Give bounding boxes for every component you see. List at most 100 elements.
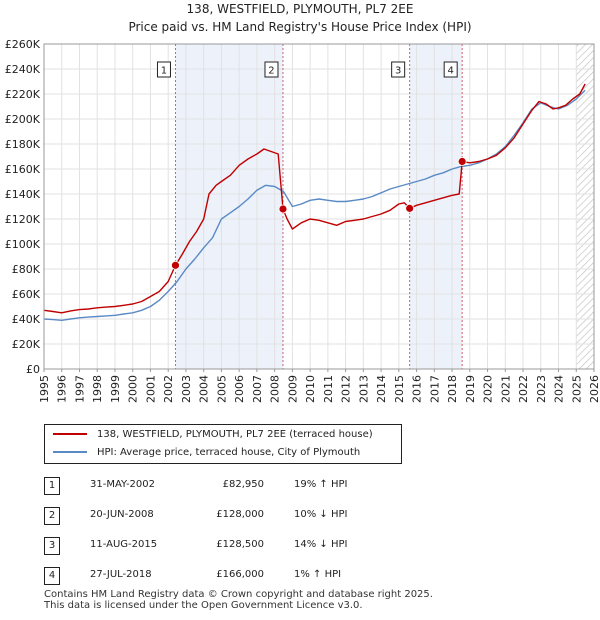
x-tick-label: 2001	[144, 375, 157, 403]
sale-row: 1 31-MAY-2002 £82,950 19% ↑ HPI	[44, 474, 564, 504]
x-tick-label: 1995	[38, 375, 51, 403]
x-tick-label: 2005	[215, 375, 228, 403]
y-tick-label: £260K	[5, 38, 41, 51]
y-tick-label: £200K	[5, 113, 41, 126]
x-tick-label: 2015	[393, 375, 406, 403]
x-tick-label: 2003	[180, 375, 193, 403]
legend-label-property: 138, WESTFIELD, PLYMOUTH, PL7 2EE (terra…	[97, 429, 373, 440]
footer-line-2: This data is licensed under the Open Gov…	[44, 600, 363, 611]
sale-hpi-diff: 1% ↑ HPI	[294, 569, 342, 580]
sale-date: 31-MAY-2002	[90, 479, 156, 490]
x-tick-label: 2020	[482, 375, 495, 403]
y-tick-label: £240K	[5, 63, 41, 76]
annotation-box-label: 4	[447, 66, 453, 77]
annotation-box-label: 1	[161, 66, 167, 77]
sale-price: £128,000	[216, 509, 264, 520]
y-tick-label: £20K	[12, 338, 41, 351]
x-tick-label: 1997	[73, 375, 86, 403]
x-tick-label: 2013	[357, 375, 370, 403]
legend-item-property: 138, WESTFIELD, PLYMOUTH, PL7 2EE (terra…	[53, 427, 373, 443]
annotation-box-label: 2	[268, 66, 274, 77]
y-tick-label: £120K	[5, 213, 41, 226]
x-tick-label: 2025	[570, 375, 583, 403]
x-tick-label: 2014	[375, 375, 388, 403]
y-tick-label: £220K	[5, 88, 41, 101]
sale-number: 3	[44, 537, 60, 555]
y-tick-label: £180K	[5, 138, 41, 151]
x-tick-label: 1999	[109, 375, 122, 403]
x-tick-label: 2019	[464, 375, 477, 403]
sale-hpi-diff: 14% ↓ HPI	[294, 539, 348, 550]
y-tick-label: £100K	[5, 238, 41, 251]
y-tick-label: £60K	[12, 288, 41, 301]
sale-row: 2 20-JUN-2008 £128,000 10% ↓ HPI	[44, 504, 564, 534]
x-tick-label: 2009	[286, 375, 299, 403]
sale-price: £82,950	[222, 479, 264, 490]
sale-number: 1	[44, 477, 60, 495]
legend-swatch-hpi	[53, 451, 87, 453]
sale-point	[457, 157, 467, 166]
x-tick-label: 1998	[91, 375, 104, 403]
x-tick-label: 2008	[269, 375, 282, 403]
annotation-box-label: 3	[395, 66, 401, 77]
sale-hpi-diff: 10% ↓ HPI	[294, 509, 348, 520]
x-tick-label: 2012	[340, 375, 353, 403]
legend-item-hpi: HPI: Average price, terraced house, City…	[53, 445, 360, 461]
x-tick-label: 2026	[588, 375, 600, 403]
y-tick-label: £40K	[12, 313, 41, 326]
x-tick-label: 2023	[535, 375, 548, 403]
y-tick-label: £80K	[12, 263, 41, 276]
sale-date: 27-JUL-2018	[90, 569, 152, 580]
x-tick-label: 2017	[428, 375, 441, 403]
sale-annotation-box: 1	[156, 61, 171, 78]
sale-date: 20-JUN-2008	[90, 509, 154, 520]
x-tick-label: 2006	[233, 375, 246, 403]
sale-row: 4 27-JUL-2018 £166,000 1% ↑ HPI	[44, 564, 564, 594]
sales-table: 1 31-MAY-2002 £82,950 19% ↑ HPI 2 20-JUN…	[44, 474, 564, 594]
plot-frame	[43, 43, 595, 370]
chart-subtitle: Price paid vs. HM Land Registry's House …	[128, 20, 472, 34]
sale-number: 2	[44, 507, 60, 525]
annotation-box-frame	[264, 61, 279, 78]
legend-label-hpi: HPI: Average price, terraced house, City…	[97, 447, 361, 458]
x-tick-label: 2004	[198, 375, 211, 403]
sale-point	[171, 260, 180, 270]
price-chart: 1 2 3 4 £0 £20K £40K £60K £80K £100K £120K £140K £16…	[5, 38, 600, 403]
sale-period-band	[175, 44, 283, 369]
sale-price: £166,000	[216, 569, 264, 580]
x-tick-label: 2007	[251, 375, 264, 403]
y-tick-label: £0	[26, 363, 40, 376]
sale-row: 3 11-AUG-2015 £128,500 14% ↓ HPI	[44, 534, 564, 564]
annotation-box-frame	[391, 61, 406, 78]
y-tick-label: £140K	[5, 188, 41, 201]
sale-annotation-box: 2	[264, 61, 279, 78]
chart-title: 138, WESTFIELD, PLYMOUTH, PL7 2EE	[186, 2, 414, 16]
x-tick-label: 2011	[322, 375, 335, 403]
plot-background	[44, 44, 594, 369]
x-tick-label: 2000	[127, 375, 140, 403]
x-tick-label: 2021	[499, 375, 512, 403]
sale-annotation-box: 3	[391, 61, 406, 78]
x-tick-label: 2024	[553, 375, 566, 403]
annotation-box-frame	[156, 61, 171, 78]
sale-annotation-box: 4	[443, 61, 458, 78]
legend: 138, WESTFIELD, PLYMOUTH, PL7 2EE (terra…	[44, 424, 402, 464]
y-tick-label: £160K	[5, 163, 41, 176]
x-tick-label: 2018	[446, 375, 459, 403]
x-tick-label: 1996	[56, 375, 69, 403]
hpi-line	[44, 89, 586, 321]
sale-point	[278, 204, 288, 214]
sale-hpi-diff: 19% ↑ HPI	[294, 479, 348, 490]
hatched-region	[576, 44, 594, 369]
sale-period-band	[409, 44, 463, 369]
property-price-line	[44, 83, 586, 314]
footer-line-1: Contains HM Land Registry data © Crown c…	[44, 589, 433, 600]
footer-attribution: Contains HM Land Registry data © Crown c…	[44, 589, 433, 611]
sale-price: £128,500	[216, 539, 264, 550]
x-tick-label: 2002	[162, 375, 175, 403]
legend-swatch-property	[53, 433, 87, 435]
sale-date: 11-AUG-2015	[90, 539, 158, 550]
sale-number: 4	[44, 567, 60, 585]
annotation-box-frame	[443, 61, 458, 78]
sale-point	[405, 203, 415, 213]
